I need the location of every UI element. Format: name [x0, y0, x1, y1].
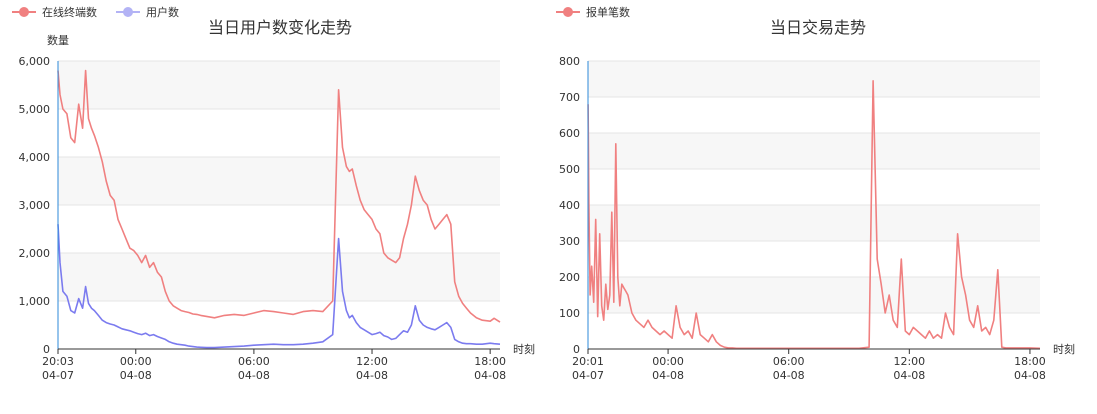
- trade-x-tick-time: 00:00: [652, 355, 684, 368]
- user-count-x-tick-time: 06:00: [238, 355, 270, 368]
- user-count-chart: 在线终端数 用户数 当日用户数变化走势 数量 时刻 0 1,000 2,000 3,0…: [12, 5, 535, 382]
- trade-chart: 报单笔数 当日交易走势 时刻 0 100 200 300 400 500 600 700 800…: [556, 5, 1075, 382]
- user-count-x-tick-date: 04-08: [120, 369, 152, 382]
- trade-y-tick-label: 700: [559, 91, 580, 104]
- trade-y-tick-label: 0: [573, 343, 580, 356]
- legend-marker-orders: [563, 7, 573, 17]
- user-count-y-tick-label: 6,000: [19, 55, 51, 68]
- trade-x-tick-date: 04-08: [652, 369, 684, 382]
- trade-y-tick-label: 400: [559, 199, 580, 212]
- trade-x-tick-date: 04-07: [572, 369, 604, 382]
- trade-y-tick-label: 800: [559, 55, 580, 68]
- trade-grid-band: [588, 205, 1040, 241]
- trade-y-tick-label: 100: [559, 307, 580, 320]
- trade-y-tick-label: 600: [559, 127, 580, 140]
- trade-y-tick-label: 200: [559, 271, 580, 284]
- user-count-y-tick-label: 4,000: [19, 151, 51, 164]
- user-count-x-tick-time: 20:03: [42, 355, 74, 368]
- legend-item-terminals[interactable]: 在线终端数: [12, 5, 97, 19]
- user-count-legend[interactable]: 在线终端数 用户数: [12, 5, 179, 19]
- user-count-y-tick-label: 1,000: [19, 295, 51, 308]
- user-count-series-line-1[interactable]: [57, 224, 501, 349]
- user-count-y-tick-label: 0: [43, 343, 50, 356]
- trade-x-tick-time: 12:00: [893, 355, 925, 368]
- trade-grid-band: [588, 277, 1040, 313]
- user-count-grid-band: [58, 253, 500, 301]
- trade-series-line-0[interactable]: [587, 80, 1041, 350]
- user-count-x-tick-date: 04-07: [42, 369, 74, 382]
- legend-item-orders[interactable]: 报单笔数: [556, 5, 630, 19]
- trade-y-tick-label: 500: [559, 163, 580, 176]
- trade-grid-band: [588, 133, 1040, 169]
- user-count-title: 当日用户数变化走势: [208, 18, 352, 37]
- legend-label-users: 用户数: [146, 5, 179, 19]
- trade-x-tick-date: 04-08: [1014, 369, 1046, 382]
- user-count-x-tick-time: 18:00: [474, 355, 506, 368]
- legend-marker-terminals: [19, 7, 29, 17]
- trade-title: 当日交易走势: [770, 18, 866, 37]
- user-count-x-tick-date: 04-08: [474, 369, 506, 382]
- trade-x-axis-name: 时刻: [1053, 342, 1075, 356]
- user-count-y-tick-label: 3,000: [19, 199, 51, 212]
- legend-marker-users: [123, 7, 133, 17]
- user-count-y-tick-label: 2,000: [19, 247, 51, 260]
- user-count-series-line-0[interactable]: [57, 69, 501, 323]
- trade-grid-band: [588, 61, 1040, 97]
- trade-x-tick-time: 06:00: [773, 355, 805, 368]
- legend-label-orders: 报单笔数: [586, 5, 630, 19]
- trade-x-tick-time: 18:00: [1014, 355, 1046, 368]
- trade-legend[interactable]: 报单笔数: [556, 5, 630, 19]
- user-count-grid-band: [58, 157, 500, 205]
- user-count-y-axis-name: 数量: [47, 34, 69, 47]
- user-count-x-tick-time: 12:00: [356, 355, 388, 368]
- trade-x-tick-time: 20:01: [572, 355, 604, 368]
- legend-label-terminals: 在线终端数: [42, 5, 97, 19]
- user-count-x-axis-name: 时刻: [513, 342, 535, 356]
- trade-x-tick-date: 04-08: [893, 369, 925, 382]
- trade-x-tick-date: 04-08: [773, 369, 805, 382]
- user-count-y-tick-label: 5,000: [19, 103, 51, 116]
- user-count-x-tick-time: 00:00: [120, 355, 152, 368]
- legend-item-users[interactable]: 用户数: [116, 5, 179, 19]
- user-count-x-tick-date: 04-08: [356, 369, 388, 382]
- trade-y-tick-label: 300: [559, 235, 580, 248]
- user-count-grid-band: [58, 61, 500, 109]
- user-count-x-tick-date: 04-08: [238, 369, 270, 382]
